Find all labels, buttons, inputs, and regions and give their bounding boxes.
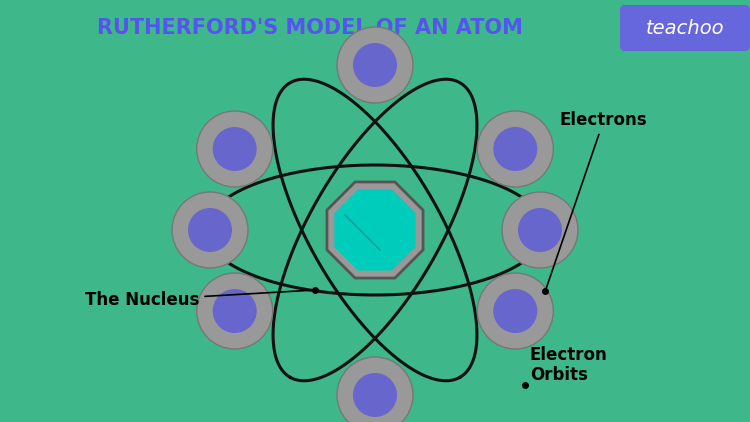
Circle shape	[353, 373, 397, 417]
Text: Electrons: Electrons	[546, 111, 647, 288]
Text: Electron
Orbits: Electron Orbits	[525, 346, 608, 385]
Circle shape	[518, 208, 562, 252]
Circle shape	[188, 208, 232, 252]
Circle shape	[477, 111, 554, 187]
Text: RUTHERFORD'S MODEL OF AN ATOM: RUTHERFORD'S MODEL OF AN ATOM	[97, 18, 523, 38]
FancyBboxPatch shape	[620, 5, 750, 51]
Polygon shape	[327, 182, 423, 278]
Circle shape	[494, 289, 537, 333]
Circle shape	[502, 192, 578, 268]
Text: teachoo: teachoo	[646, 19, 724, 38]
Circle shape	[337, 27, 413, 103]
Circle shape	[172, 192, 248, 268]
Circle shape	[494, 127, 537, 171]
Text: The Nucleus: The Nucleus	[85, 290, 312, 309]
Circle shape	[196, 111, 273, 187]
Circle shape	[353, 43, 397, 87]
Circle shape	[337, 357, 413, 422]
Circle shape	[213, 127, 256, 171]
Circle shape	[477, 273, 554, 349]
Circle shape	[196, 273, 273, 349]
Circle shape	[213, 289, 256, 333]
Polygon shape	[334, 189, 416, 271]
